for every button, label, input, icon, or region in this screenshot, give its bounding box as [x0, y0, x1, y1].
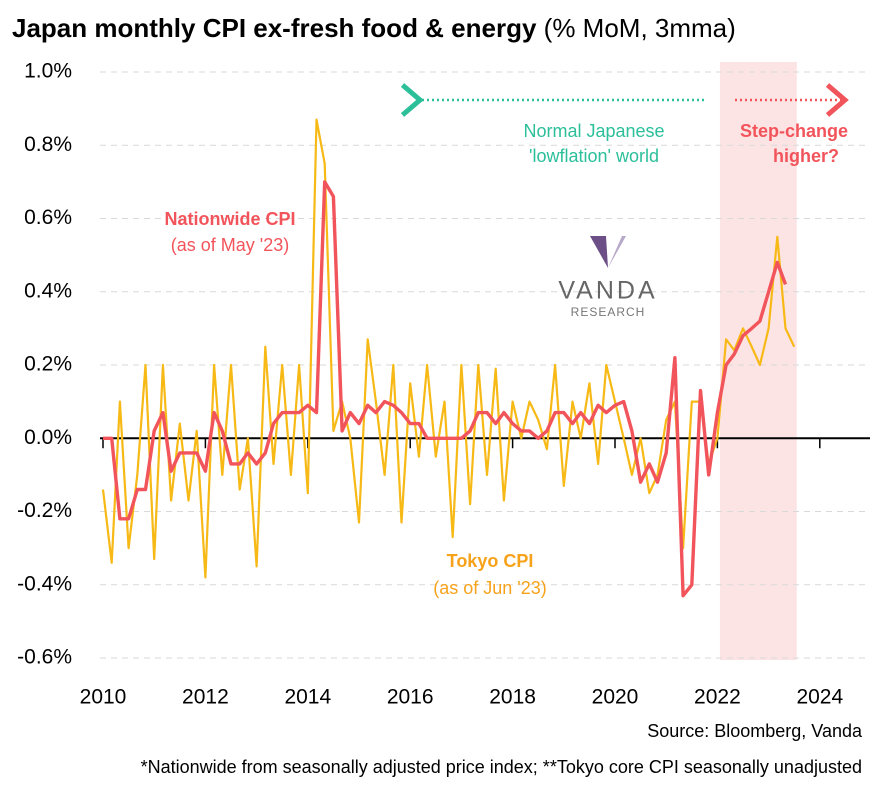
title-main: Japan monthly CPI ex-fresh food & energy: [12, 13, 537, 43]
logo-icon: [608, 236, 626, 268]
title-unit: (% MoM, 3mma): [544, 13, 736, 43]
x-tick-label: 2022: [694, 686, 741, 709]
lines-layer: [100, 118, 870, 598]
series-line: [101, 118, 796, 579]
x-tick-label: 2012: [182, 686, 229, 709]
x-tick-label: 2018: [489, 686, 536, 709]
source: Source: Bloomberg, Vanda: [647, 721, 863, 741]
y-tick-label: 0.2%: [24, 353, 72, 376]
series-line: [103, 180, 788, 598]
annotation: (as of May '23): [171, 235, 289, 255]
annotations: Normal Japanese 'lowflation' world Step-…: [164, 121, 848, 598]
x-tick-label: 2020: [592, 686, 639, 709]
y-tick-label: 1.0%: [24, 60, 72, 83]
annotation: higher?: [773, 146, 839, 166]
y-tick-label: 0.6%: [24, 206, 72, 229]
x-tick-label: 2010: [80, 686, 127, 709]
y-tick-label: 0.8%: [24, 133, 72, 156]
x-tick-label: 2014: [284, 686, 331, 709]
logo-sub: RESEARCH: [571, 305, 646, 319]
annotation: Step-change: [740, 121, 848, 141]
y-tick-label: -0.2%: [17, 499, 72, 522]
logo-name: VANDA: [558, 277, 657, 305]
logo-icon: [590, 236, 608, 268]
annotation: Normal Japanese: [523, 121, 664, 141]
footnote: *Nationwide from seasonally adjusted pri…: [141, 757, 862, 777]
y-tick-label: -0.4%: [17, 572, 72, 595]
y-tick-label: 0.0%: [24, 426, 72, 449]
logo: VANDA RESEARCH: [558, 236, 657, 319]
annotation: Tokyo CPI: [447, 551, 534, 571]
y-tick-label: 0.4%: [24, 279, 72, 302]
annotation: Nationwide CPI: [164, 209, 295, 229]
background-layer: [100, 62, 870, 660]
chart-title: Japan monthly CPI ex-fresh food & energy…: [12, 13, 736, 43]
x-tick-label: 2024: [796, 686, 843, 709]
annotation: 'lowflation' world: [529, 146, 659, 166]
x-tick-label: 2016: [387, 686, 434, 709]
annotation: (as of Jun '23): [433, 578, 547, 598]
y-tick-label: -0.6%: [17, 646, 72, 669]
